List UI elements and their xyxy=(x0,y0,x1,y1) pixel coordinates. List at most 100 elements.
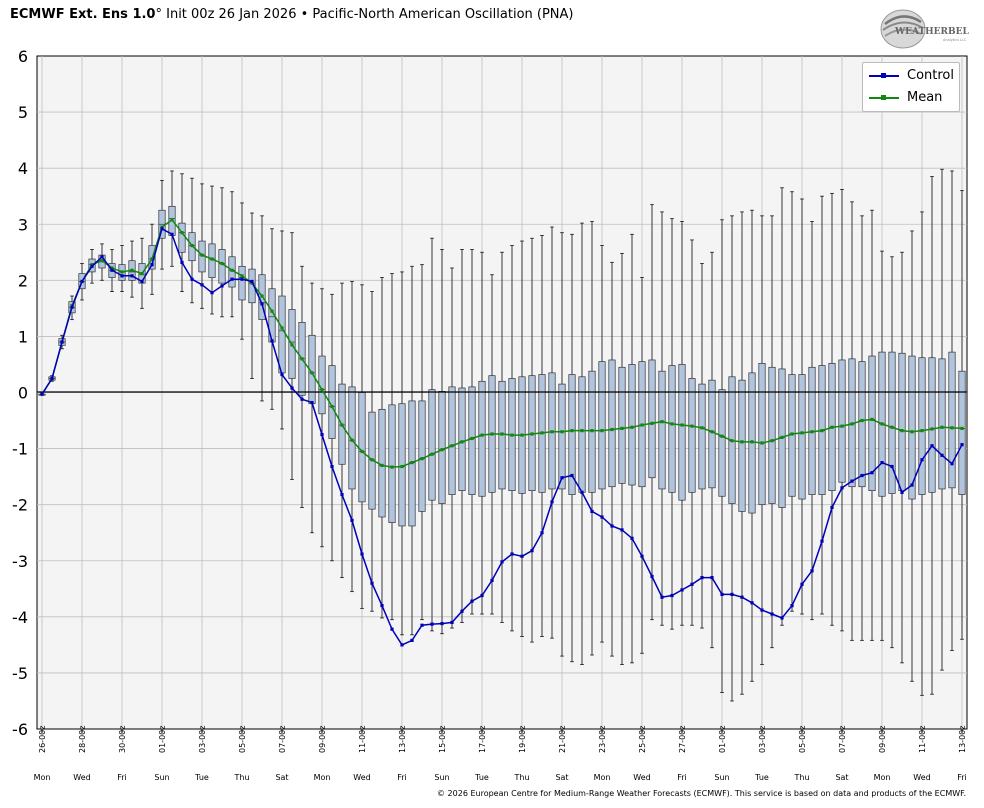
ensemble-box xyxy=(888,256,896,649)
iqr-box xyxy=(888,351,896,494)
control-point xyxy=(540,531,544,535)
control-point xyxy=(100,255,104,259)
control-point xyxy=(780,616,784,620)
x-day-label: Tue xyxy=(474,773,489,782)
mean-point xyxy=(360,449,364,453)
mean-point xyxy=(320,388,324,392)
control-point xyxy=(480,593,484,598)
mean-point xyxy=(800,431,804,435)
x-date-label: 15-00z xyxy=(438,726,447,753)
iqr-box xyxy=(448,386,456,495)
control-point xyxy=(930,444,934,448)
control-point xyxy=(550,500,554,504)
mean-point xyxy=(270,309,274,313)
index-name: Pacific-North American Oscillation (PNA) xyxy=(312,7,574,22)
iqr-box xyxy=(608,359,616,488)
mean-point xyxy=(940,425,944,429)
mean-point xyxy=(600,429,604,433)
x-day-label: Sat xyxy=(835,773,848,782)
control-series xyxy=(40,227,964,647)
ensemble-box xyxy=(328,293,336,562)
control-point xyxy=(640,554,644,558)
control-point xyxy=(860,473,864,478)
mean-point xyxy=(670,422,674,426)
iqr-box xyxy=(768,366,776,504)
x-date-label: 28-00z xyxy=(78,726,87,753)
control-point xyxy=(340,492,344,497)
control-point xyxy=(630,536,634,540)
mean-point xyxy=(760,441,764,445)
legend-mean-label: Mean xyxy=(907,90,943,105)
y-tick-label: 4 xyxy=(18,159,28,178)
ensemble-box xyxy=(918,211,926,696)
mean-point xyxy=(110,266,114,270)
mean-point xyxy=(570,429,574,433)
mean-point xyxy=(720,434,724,438)
x-day-label: Mon xyxy=(874,773,891,782)
control-point xyxy=(800,582,804,586)
x-date-label: 13-00z xyxy=(398,726,407,753)
mean-point xyxy=(410,461,414,465)
control-point xyxy=(710,575,714,580)
mean-point xyxy=(220,261,224,266)
iqr-box xyxy=(218,249,226,284)
mean-point xyxy=(340,423,344,427)
x-day-label: Thu xyxy=(793,773,809,782)
mean-point xyxy=(400,464,404,469)
mean-point xyxy=(870,417,874,422)
y-tick-label: -2 xyxy=(12,496,28,515)
mean-point xyxy=(390,465,394,469)
control-point xyxy=(570,473,574,478)
iqr-box xyxy=(898,352,906,491)
ensemble-box xyxy=(618,252,626,665)
mean-point xyxy=(550,430,554,434)
x-day-label: Wed xyxy=(913,773,930,782)
y-axis: 6 5 4 3 2 1 0 -1 -2 -3 -4 -5 -6 xyxy=(12,47,28,739)
mean-point xyxy=(190,243,194,248)
x-date-label: 11-00z xyxy=(358,726,367,753)
mean-point xyxy=(530,432,534,436)
control-point xyxy=(430,622,434,626)
mean-point xyxy=(350,438,354,442)
control-point xyxy=(470,599,474,603)
iqr-box xyxy=(758,362,766,506)
x-day-label: Fri xyxy=(397,773,407,782)
control-point xyxy=(90,264,94,268)
x-day-label: Sun xyxy=(714,773,729,782)
mean-point xyxy=(240,274,244,278)
iqr-box xyxy=(238,265,246,301)
mean-point xyxy=(230,268,234,272)
control-point xyxy=(410,638,414,642)
mean-point xyxy=(890,425,894,429)
legend-control: Control xyxy=(867,67,957,85)
control-point xyxy=(180,260,184,264)
control-marker-icon xyxy=(881,73,886,78)
x-day-label: Sat xyxy=(555,773,568,782)
control-point xyxy=(620,528,624,532)
mean-point xyxy=(830,425,834,429)
mean-point xyxy=(740,440,744,444)
x-day-label: Mon xyxy=(34,773,51,782)
mean-point xyxy=(540,431,544,435)
mean-point xyxy=(920,429,924,433)
weatherbell-logo: WEATHERBELL Analytics LLC xyxy=(880,9,969,49)
mean-point xyxy=(430,452,434,456)
iqr-box xyxy=(428,389,436,501)
mean-point xyxy=(950,426,954,430)
mean-point xyxy=(520,433,524,437)
ensemble-box xyxy=(448,267,456,629)
iqr-box xyxy=(458,387,466,491)
x-day-label: Wed xyxy=(73,773,90,782)
control-point xyxy=(400,643,404,647)
mean-point xyxy=(780,435,784,439)
iqr-box xyxy=(738,379,746,512)
iqr-box xyxy=(438,391,446,504)
ensemble-box xyxy=(948,170,956,651)
control-point xyxy=(250,279,254,284)
iqr-box xyxy=(658,370,666,490)
control-point xyxy=(130,274,134,278)
ensemble-box xyxy=(768,215,776,649)
mean-point xyxy=(750,440,754,444)
mean-point xyxy=(510,433,514,437)
